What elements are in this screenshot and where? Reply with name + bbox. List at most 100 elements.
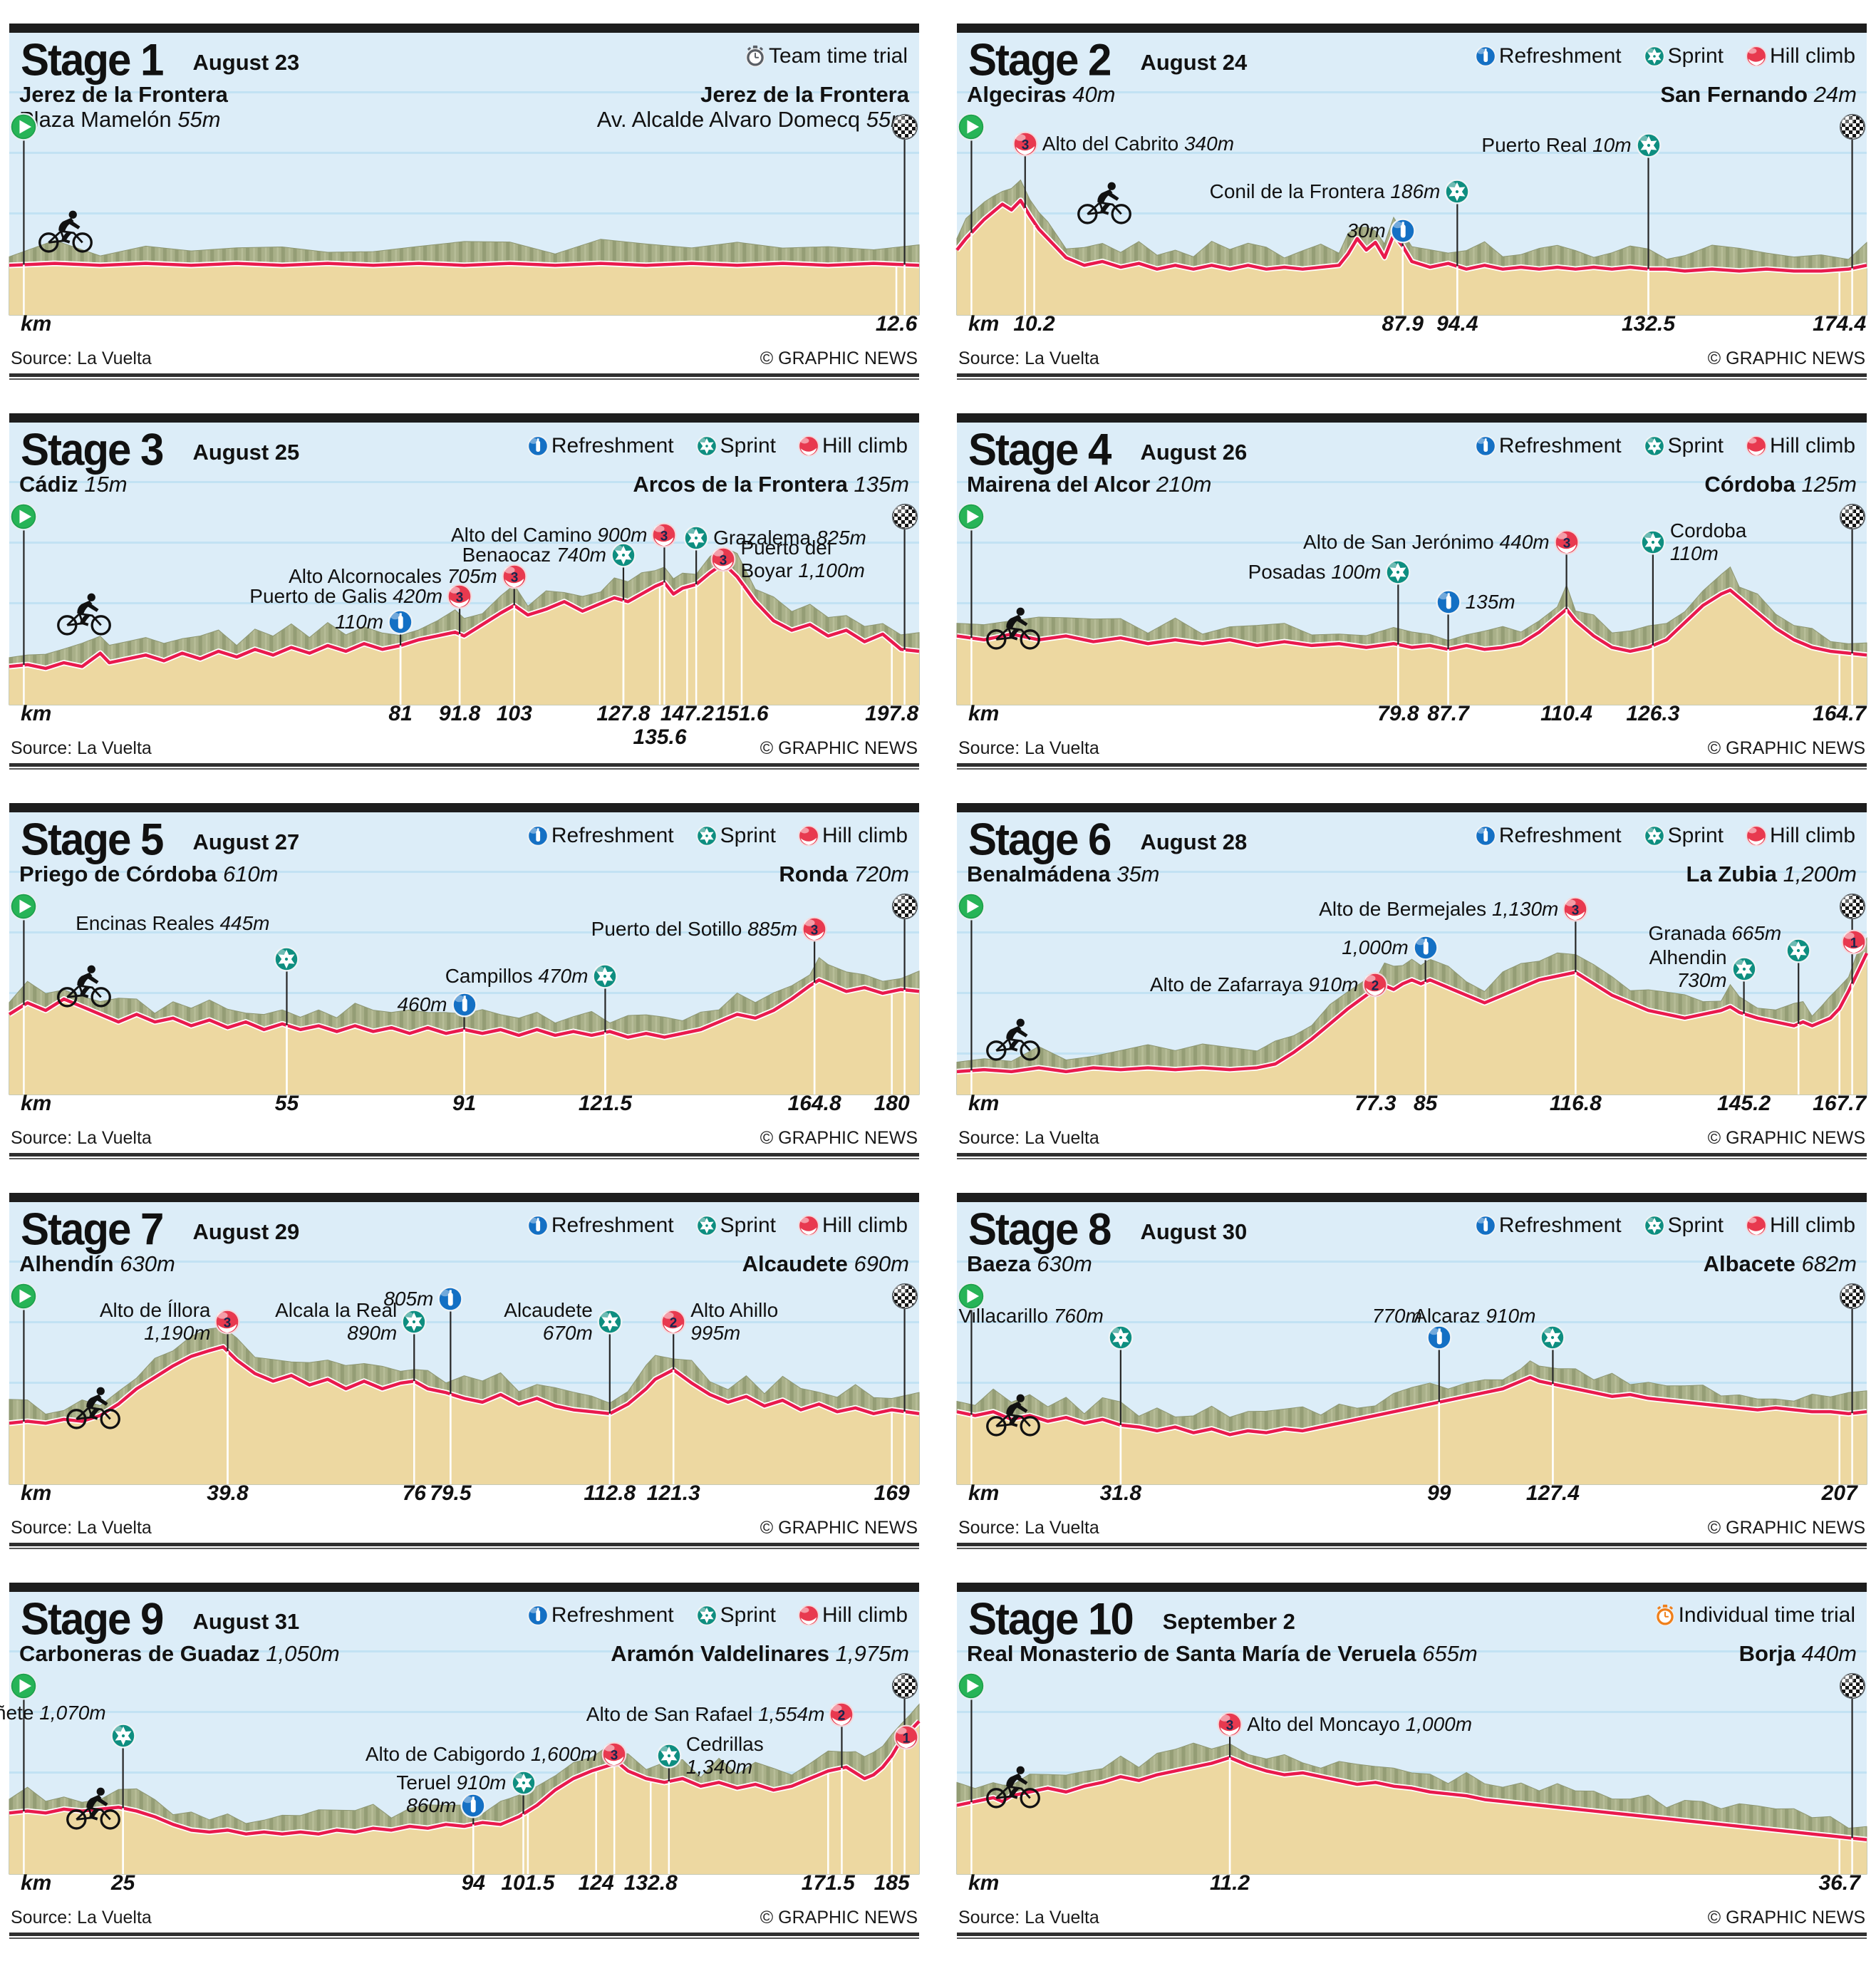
panel-header: Stage 9 August 31 Refreshment Sprint Hill …: [9, 1592, 919, 1642]
finish-name: Ronda: [779, 862, 848, 886]
sprint-icon: [1786, 938, 1811, 963]
legend: Refreshment Sprint Hill climb: [527, 824, 908, 848]
finish-elevation: 1,975m: [835, 1641, 909, 1666]
route-marker: 3: [801, 916, 828, 943]
km-tick: 91.8: [438, 702, 481, 725]
marker-label-text: 805m: [383, 1288, 434, 1310]
stage-title: Stage 3: [21, 424, 164, 475]
start-elevation: 35m: [1116, 862, 1160, 886]
route-marker: [1838, 502, 1867, 531]
panel-header: Stage 5 August 27 Refreshment Sprint Hill …: [9, 812, 919, 862]
hill-climb-icon: [1746, 46, 1767, 67]
marker-label: Campillos 470m: [445, 965, 589, 988]
hill-category-3-badge: 3: [802, 916, 827, 942]
marker-label-text: Encinas Reales: [76, 912, 220, 934]
km-tick: 101.5: [501, 1871, 555, 1895]
start-icon: [9, 1672, 38, 1700]
km-tick: 164.8: [787, 1092, 841, 1115]
start-icon: [9, 892, 38, 921]
marker-label-text: Puerto del: [740, 537, 832, 559]
marker-label-text: 665m: [1731, 922, 1782, 944]
start-name: Alhendín: [19, 1251, 114, 1276]
sprint-icon: [683, 525, 709, 551]
sprint-icon: [1108, 1325, 1134, 1350]
marker-label: Puerto del Sotillo 885m: [591, 918, 798, 941]
svg-text:2: 2: [838, 1708, 846, 1723]
sprint-icon: [611, 542, 636, 568]
finish-elevation: 720m: [854, 862, 909, 886]
marker-label-text: 100m: [1331, 561, 1382, 583]
elevation-profile: [957, 124, 1867, 315]
finish-location: Aramón Valdelinares 1,975m: [611, 1641, 909, 1683]
route-marker: [1412, 934, 1439, 961]
legend-item: Hill climb: [797, 434, 908, 458]
km-tick: 31.8: [1099, 1481, 1142, 1505]
panel-header: Stage 1 August 23 Team time trial: [9, 33, 919, 83]
route-marker: [891, 1672, 919, 1700]
panel-top-bar: [957, 24, 1867, 33]
route-marker: 3: [1562, 896, 1589, 923]
legend-item: Hill climb: [1745, 824, 1855, 848]
route-marker: [957, 892, 985, 921]
bottom-rule: [957, 1153, 1867, 1165]
legend-label: Refreshment: [551, 1214, 674, 1237]
marker-label-text: Alto del Cabrito: [1042, 133, 1184, 155]
legend: Team time trial: [744, 44, 908, 68]
hill-category-2-badge: 2: [660, 1309, 686, 1335]
start-elevation: 655m: [1422, 1641, 1478, 1666]
finish-flag-icon: [1839, 1283, 1865, 1310]
km-tick: 169: [874, 1481, 910, 1505]
stage-panel-9: Stage 9 August 31 Refreshment Sprint Hill …: [0, 1583, 919, 1942]
route-marker: [591, 963, 618, 990]
elevation-profile: [9, 514, 919, 705]
hill-climb-icon: [1746, 435, 1767, 457]
svg-text:3: 3: [1563, 536, 1570, 551]
marker-label-text: 825m: [816, 527, 866, 549]
route-marker: 2: [1362, 971, 1389, 998]
cyclist: [55, 964, 113, 1012]
locations-row: Mairena del Alcor 210m Córdoba 125m: [957, 472, 1867, 514]
cyclist-icon: [66, 1387, 120, 1429]
legend: Refreshment Sprint Hill climb: [1474, 1214, 1855, 1238]
marker-label-text: 445m: [219, 912, 270, 934]
source-text: Source: La Vuelta: [11, 348, 152, 368]
locations-row: Algeciras 40m San Fernando 24m: [957, 82, 1867, 124]
finish-name: Borja: [1738, 1641, 1795, 1666]
source-text: Source: La Vuelta: [958, 348, 1099, 368]
cyclist: [1075, 181, 1134, 229]
marker-label: 460m: [397, 993, 447, 1016]
bottom-rule: [957, 1543, 1867, 1555]
marker-label-text: 186m: [1390, 180, 1441, 202]
refreshment-icon: [451, 992, 477, 1018]
elevation-profile: [9, 124, 919, 315]
legend: Refreshment Sprint Hill climb: [1474, 44, 1855, 68]
start-location: Carboneras de Guadaz 1,050m: [19, 1641, 340, 1683]
marker-label-text: 135m: [1465, 591, 1515, 613]
finish-elevation: 1,200m: [1783, 862, 1857, 886]
stage-title: Stage 9: [21, 1593, 164, 1645]
stage-panel-4: Stage 4 August 26 Refreshment Sprint Hill …: [957, 413, 1867, 773]
legend-label: Hill climb: [822, 824, 908, 847]
start-name: Jerez de la Frontera: [19, 82, 228, 107]
stage-title: Stage 2: [968, 34, 1111, 86]
route-marker: [1838, 1672, 1867, 1700]
panel-top-bar: [9, 1193, 919, 1202]
copyright-text: © GRAPHIC NEWS: [1707, 1908, 1865, 1928]
source-text: Source: La Vuelta: [11, 1908, 152, 1928]
marker-label: Posadas 100m: [1248, 561, 1382, 584]
km-tick: 164.7: [1813, 702, 1867, 725]
marker-label-text: 30m: [1347, 219, 1386, 242]
km-row: km 81 91.8 103 127.8 147.2 151.6 197.8 135.6: [9, 699, 919, 749]
route-marker: [1539, 1324, 1566, 1351]
stage-date: August 25: [192, 440, 300, 465]
elevation-profile: [957, 1683, 1867, 1874]
marker-label-text: Alto de Zafarraya: [1149, 973, 1309, 995]
route-marker: [1838, 892, 1867, 921]
km-row: km 55 91 121.5 164.8 180: [9, 1089, 919, 1116]
route-marker: [9, 113, 38, 141]
route-marker: [1389, 217, 1416, 244]
profile-area: 3 Alto del Cabrito 340m Conil de la Fronte…: [957, 113, 1867, 315]
source-row: Source: La Vuelta © GRAPHIC NEWS: [957, 336, 1867, 373]
stage-date: August 28: [1140, 829, 1248, 854]
hill-category-1-badge: 1: [893, 1724, 919, 1750]
